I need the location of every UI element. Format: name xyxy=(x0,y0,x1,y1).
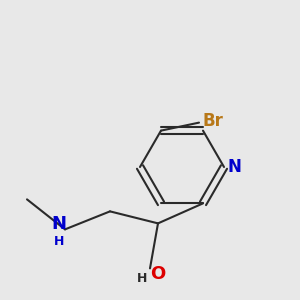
Text: N: N xyxy=(52,215,67,233)
Text: N: N xyxy=(227,158,241,176)
Text: O: O xyxy=(150,266,166,284)
Text: H: H xyxy=(137,272,147,285)
Text: Br: Br xyxy=(202,112,224,130)
Text: H: H xyxy=(54,235,64,248)
